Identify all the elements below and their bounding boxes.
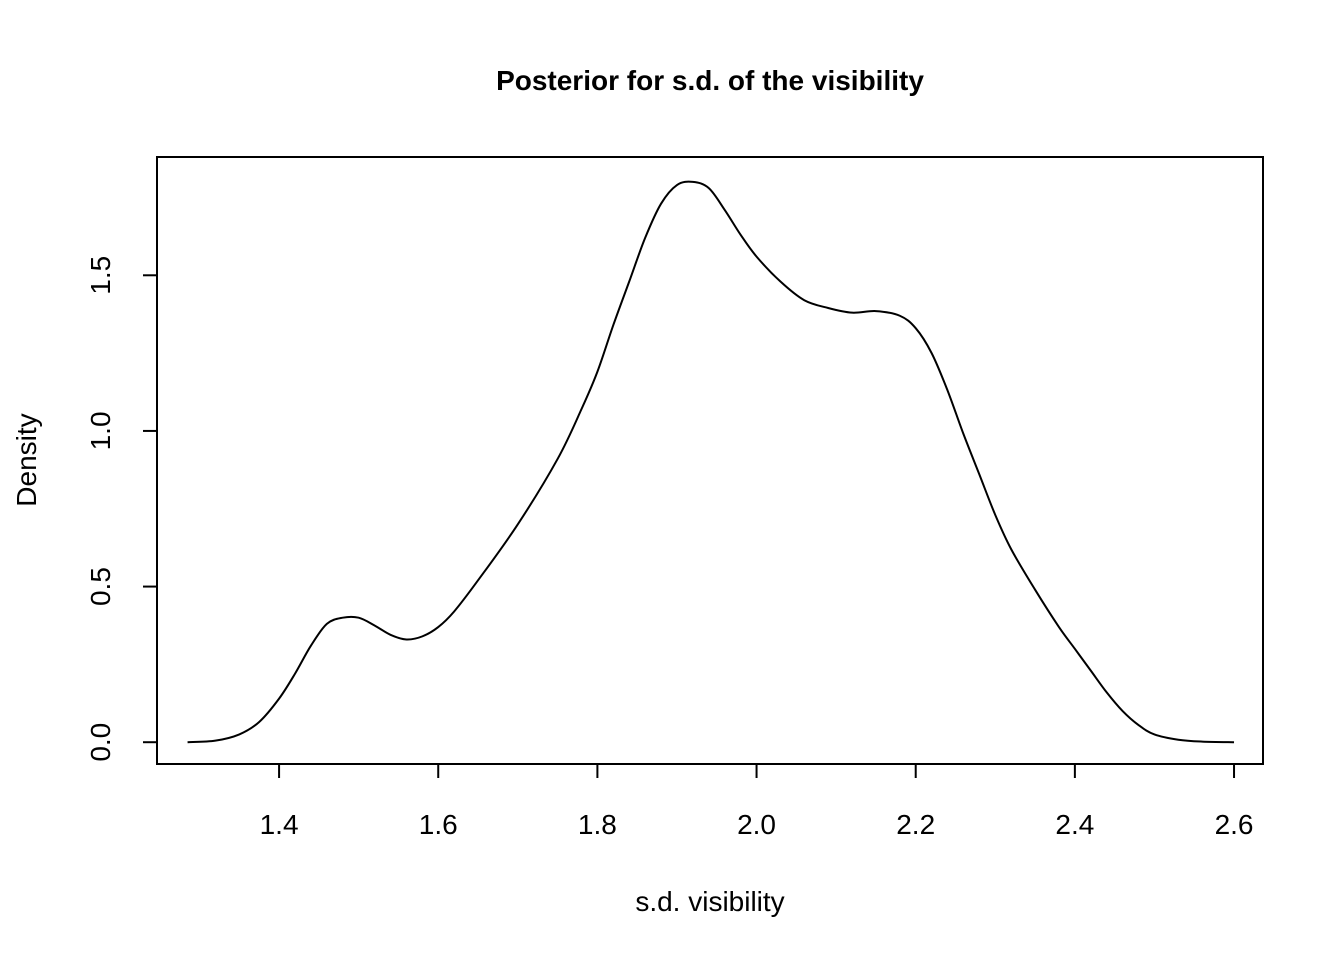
y-tick-label: 0.0 bbox=[85, 723, 116, 762]
series-layer bbox=[187, 180, 1235, 744]
x-tick-label: 1.6 bbox=[419, 809, 458, 840]
x-tick-label: 1.8 bbox=[578, 809, 617, 840]
x-tick-label: 2.2 bbox=[896, 809, 935, 840]
x-axis: 1.4 1.6 1.8 2.0 2.2 2.4 2.6 bbox=[260, 763, 1254, 840]
x-tick-label: 1.4 bbox=[260, 809, 299, 840]
density-curve bbox=[187, 180, 1235, 744]
y-tick-label: 0.5 bbox=[85, 567, 116, 606]
x-tick-label: 2.4 bbox=[1055, 809, 1094, 840]
chart-title: Posterior for s.d. of the visibility bbox=[496, 65, 924, 96]
y-tick-label: 1.0 bbox=[85, 411, 116, 450]
x-tick-label: 2.0 bbox=[737, 809, 776, 840]
y-axis-label: Density bbox=[11, 413, 42, 506]
x-axis-label: s.d. visibility bbox=[635, 886, 784, 917]
x-tick-label: 2.6 bbox=[1215, 809, 1254, 840]
plot-frame bbox=[156, 156, 1264, 765]
y-axis: 0.0 0.5 1.0 1.5 bbox=[85, 256, 158, 762]
y-tick-label: 1.5 bbox=[85, 256, 116, 295]
